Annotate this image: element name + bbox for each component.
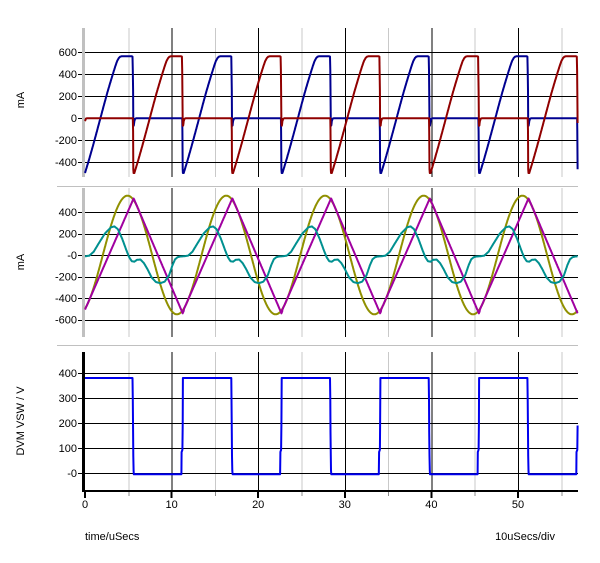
plot-area-middle: 400 200 -0 -200 -400 -600 [55,188,579,337]
y-tick-label: 0 [71,113,77,125]
y-tick-label: 200 [59,91,77,103]
x-tick-label: 50 [512,499,524,511]
y-axis-label-middle: mA [15,253,27,270]
y-axis-label-bottom: DVM VSW / V [15,386,27,456]
y-axis-bar[interactable] [82,188,85,337]
y-axis-label-top: mA [15,91,27,108]
x-axis-title: time/uSecs [85,531,140,543]
y-tick-label: -200 [55,272,77,284]
y-tick-label: 400 [59,69,77,81]
x-tick-label: 40 [425,499,437,511]
y-tick-label: -600 [55,315,77,327]
curve-q2-switch-current[interactable] [84,55,579,174]
y-axis-bar[interactable] [82,352,85,490]
x-tick-label: 10 [165,499,177,511]
y-tick-label: 200 [59,418,77,430]
y-tick-label: 400 [59,207,77,219]
y-tick-label: -0 [67,468,77,480]
plot-area-bottom: 400 300 200 100 -0 [59,352,579,490]
x-scale-per-div-label: 10uSecs/div [495,531,555,543]
y-tick-label: 200 [59,229,77,241]
plot-area-top: 600 400 200 0 -200 -400 [55,28,579,177]
x-tick-label: 30 [339,499,351,511]
y-tick-label: -0 [67,250,77,262]
y-tick-label: 100 [59,443,77,455]
plot-separators [57,186,578,346]
y-tick-label: 300 [59,393,77,405]
y-tick-label: -400 [55,157,77,169]
y-tick-label: -200 [55,135,77,147]
y-tick-label: 600 [59,47,77,59]
y-axis-bar[interactable] [82,28,85,177]
x-tick-label: 20 [252,499,264,511]
curve-switch-node-voltage[interactable] [84,377,579,476]
x-axis: 0 10 20 30 40 50 [82,490,578,511]
y-tick-label: -400 [55,293,77,305]
curve-output-reflected-current[interactable] [84,225,579,285]
x-tick-label: 0 [82,499,88,511]
y-tick-label: 400 [59,368,77,380]
